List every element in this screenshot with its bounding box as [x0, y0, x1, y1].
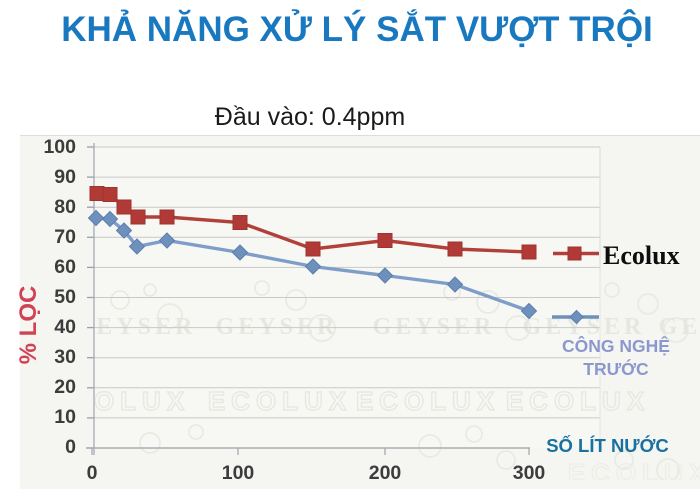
svg-text:GEYSER: GEYSER: [373, 314, 496, 340]
svg-text:GEYSER: GEYSER: [216, 314, 339, 340]
svg-text:ECOLUX: ECOLUX: [568, 458, 700, 488]
svg-text:ECOLUX: ECOLUX: [208, 386, 352, 416]
svg-text:GEYSER: GEYSER: [74, 314, 197, 340]
svg-text:ECOLUX: ECOLUX: [506, 386, 650, 416]
svg-text:ECOLUX: ECOLUX: [46, 386, 190, 416]
svg-text:GEYSER: GEYSER: [659, 314, 700, 340]
svg-text:ECOLUX: ECOLUX: [356, 386, 500, 416]
